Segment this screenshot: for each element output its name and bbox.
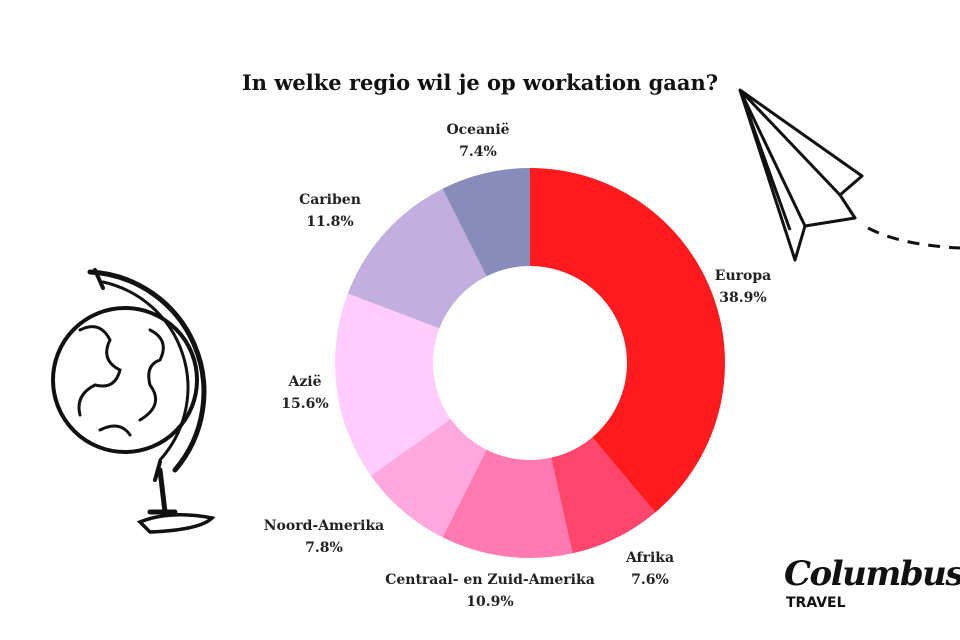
slice-label: Oceanië bbox=[446, 122, 509, 138]
slice-cariben bbox=[347, 188, 487, 329]
slice-label: Azië bbox=[287, 374, 321, 390]
slice-value-label: 7.8% bbox=[305, 540, 343, 556]
slice-afrika bbox=[551, 437, 656, 554]
columbus-travel-logo: Columbus TRAVEL bbox=[784, 554, 960, 612]
slice-value-label: 11.8% bbox=[306, 214, 353, 230]
slice-label: Afrika bbox=[625, 550, 674, 566]
slice-label: Europa bbox=[715, 268, 771, 284]
slice-value-label: 15.6% bbox=[281, 396, 328, 412]
slice-label: Centraal- en Zuid-Amerika bbox=[385, 572, 595, 588]
slice-value-label: 7.4% bbox=[459, 144, 497, 160]
slice-value-label: 10.9% bbox=[466, 594, 513, 610]
globe-icon bbox=[51, 268, 216, 534]
slice-europa bbox=[530, 168, 725, 513]
slice-value-label: 38.9% bbox=[719, 290, 766, 306]
slice-label: Cariben bbox=[299, 192, 361, 208]
slice-oceani- bbox=[442, 168, 530, 277]
slice-value-label: 7.6% bbox=[631, 572, 669, 588]
chart-title: In welke regio wil je op workation gaan? bbox=[241, 70, 719, 95]
slice-label: Noord-Amerika bbox=[264, 518, 385, 534]
logo-sub-text: TRAVEL bbox=[786, 595, 846, 611]
slice-azi- bbox=[335, 293, 451, 476]
slice-centraal-en-zuid-amerika bbox=[442, 449, 573, 559]
paper-plane-icon bbox=[738, 88, 960, 262]
slice-noord-amerika bbox=[370, 419, 487, 538]
logo-main-text: Columbus bbox=[784, 554, 960, 594]
